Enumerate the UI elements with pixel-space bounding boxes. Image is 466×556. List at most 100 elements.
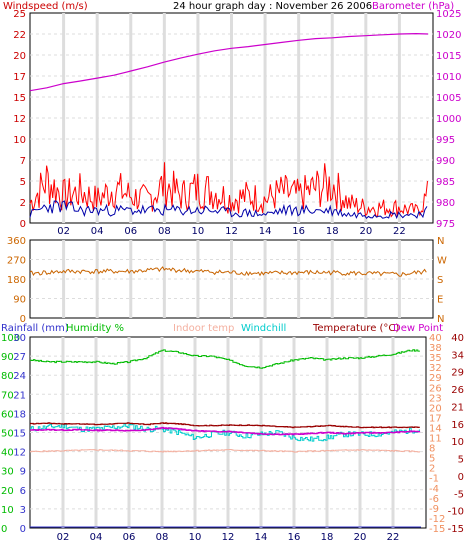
temp-outer-tick-label: 5 bbox=[458, 455, 464, 466]
windspeed-tick-label: 17 bbox=[13, 72, 26, 83]
rainfall-tick-label: 30 bbox=[13, 333, 26, 344]
windspeed-tick-label: 25 bbox=[13, 9, 26, 20]
wind-x-tick-label: 08 bbox=[158, 226, 171, 237]
windspeed-tick-label: 0 bbox=[20, 219, 26, 230]
temp-outer-tick-label: -15 bbox=[448, 524, 464, 535]
humidity-tick-label: 80 bbox=[1, 371, 14, 382]
compass-label: E bbox=[437, 295, 443, 306]
humidity-tick-label: 20 bbox=[1, 486, 14, 497]
humidity-tick-label: 90 bbox=[1, 352, 14, 363]
humidity-tick-label: 40 bbox=[1, 448, 14, 459]
compass-label: N bbox=[437, 314, 444, 325]
windspeed-line bbox=[29, 162, 428, 218]
rainfall-tick-label: 12 bbox=[13, 448, 26, 459]
temp-inner-tick-label: 20 bbox=[429, 403, 442, 414]
wind-x-tick-label: 12 bbox=[225, 226, 238, 237]
wind-x-tick-label: 20 bbox=[359, 226, 372, 237]
temp-x-tick-label: 02 bbox=[57, 532, 70, 543]
barometer-tick-label: 1015 bbox=[436, 51, 461, 62]
temp-x-tick-label: 18 bbox=[321, 532, 334, 543]
rainfall-tick-label: 27 bbox=[13, 352, 26, 363]
rainfall-tick-label: 0 bbox=[20, 524, 26, 535]
wind-x-tick-label: 18 bbox=[326, 226, 339, 237]
windspeed-axis-label: Windspeed (m/s) bbox=[3, 1, 88, 12]
direction-grid bbox=[30, 240, 433, 318]
barometer-tick-label: 985 bbox=[436, 177, 455, 188]
wind-x-tick-label: 02 bbox=[57, 226, 70, 237]
windspeed-tick-label: 15 bbox=[13, 93, 26, 104]
temp-inner-tick-label: -9 bbox=[429, 504, 439, 515]
temp-outer-tick-label: 34 bbox=[451, 350, 464, 361]
wind-x-tick-label: 14 bbox=[259, 226, 272, 237]
temp-inner-tick-label: 17 bbox=[429, 413, 442, 424]
temp-inner-tick-label: 5 bbox=[429, 454, 435, 465]
direction-tick-label: 360 bbox=[7, 236, 26, 247]
compass-label: N bbox=[437, 236, 444, 247]
temp-inner-tick-label: -6 bbox=[429, 494, 439, 505]
wind-x-tick-label: 06 bbox=[124, 226, 137, 237]
barometer-axis-label: Barometer (hPa) bbox=[372, 1, 454, 12]
humidity-tick-label: 30 bbox=[1, 467, 14, 478]
rainfall-tick-label: 21 bbox=[13, 390, 26, 401]
temp-x-tick-label: 08 bbox=[156, 532, 169, 543]
temp-outer-tick-label: 26 bbox=[451, 385, 464, 396]
windspeed-tick-label: 22 bbox=[13, 30, 26, 41]
humidity-tick-label: 60 bbox=[1, 409, 14, 420]
wind-x-tick-label: 16 bbox=[292, 226, 305, 237]
legend-temperature: Temperature (°C) bbox=[312, 323, 399, 334]
barometer-tick-label: 1005 bbox=[436, 93, 461, 104]
barometer-tick-label: 1010 bbox=[436, 72, 461, 83]
humidity-tick-label: 70 bbox=[1, 390, 14, 401]
humidity-tick-label: 50 bbox=[1, 429, 14, 440]
legend-windchill: Windchill bbox=[241, 323, 286, 334]
wind-series-group bbox=[29, 32, 429, 220]
windspeed-tick-label: 20 bbox=[13, 51, 26, 62]
barometer-tick-label: 1000 bbox=[436, 114, 461, 125]
windspeed-tick-label: 2 bbox=[20, 198, 26, 209]
humidity-tick-label: 100 bbox=[1, 333, 20, 344]
wind-x-tick-label: 04 bbox=[91, 226, 104, 237]
temp-outer-tick-label: 40 bbox=[451, 333, 464, 344]
humidity-tick-label: 10 bbox=[1, 505, 14, 516]
barometer-tick-label: 1020 bbox=[436, 30, 461, 41]
rainfall-tick-label: 15 bbox=[13, 429, 26, 440]
windspeed-tick-label: 5 bbox=[20, 177, 26, 188]
temp-inner-tick-label: 32 bbox=[429, 363, 442, 374]
barometer-tick-label: 980 bbox=[436, 198, 455, 209]
temp-x-tick-label: 20 bbox=[354, 532, 367, 543]
wind-x-tick-label: 22 bbox=[393, 226, 406, 237]
barometer-tick-label: 995 bbox=[436, 135, 455, 146]
temp-inner-tick-label: -1 bbox=[429, 474, 439, 485]
temp-x-tick-label: 14 bbox=[255, 532, 268, 543]
temp-series-group bbox=[30, 349, 421, 528]
temp-inner-tick-label: -15 bbox=[429, 524, 445, 535]
temp-inner-tick-label: 26 bbox=[429, 383, 442, 394]
temp-x-tick-label: 22 bbox=[387, 532, 400, 543]
temp-x-tick-label: 16 bbox=[288, 532, 301, 543]
direction-tick-label: 180 bbox=[7, 275, 26, 286]
temp-inner-tick-label: 2 bbox=[429, 464, 435, 475]
indoor-temp-line bbox=[30, 449, 420, 453]
rainfall-tick-label: 24 bbox=[13, 371, 26, 382]
temp-inner-tick-label: 29 bbox=[429, 373, 442, 384]
chart-title: 24 hour graph day : November 26 2006 bbox=[173, 1, 372, 12]
windspeed-tick-label: 10 bbox=[13, 135, 26, 146]
temp-inner-tick-label: 35 bbox=[429, 353, 442, 364]
temp-outer-tick-label: 0 bbox=[458, 472, 464, 483]
barometer-tick-label: 1025 bbox=[436, 9, 461, 20]
direction-tick-label: 270 bbox=[7, 256, 26, 267]
temp-x-tick-label: 12 bbox=[222, 532, 235, 543]
wind-direction-line bbox=[29, 266, 427, 277]
temp-x-tick-label: 06 bbox=[123, 532, 136, 543]
legend-indoor-temp: Indoor temp bbox=[173, 323, 234, 334]
direction-tick-label: 90 bbox=[13, 295, 26, 306]
rainfall-tick-label: 18 bbox=[13, 409, 26, 420]
compass-label: W bbox=[437, 256, 447, 267]
humidity-line bbox=[30, 349, 420, 369]
temp-inner-tick-label: 14 bbox=[429, 423, 442, 434]
